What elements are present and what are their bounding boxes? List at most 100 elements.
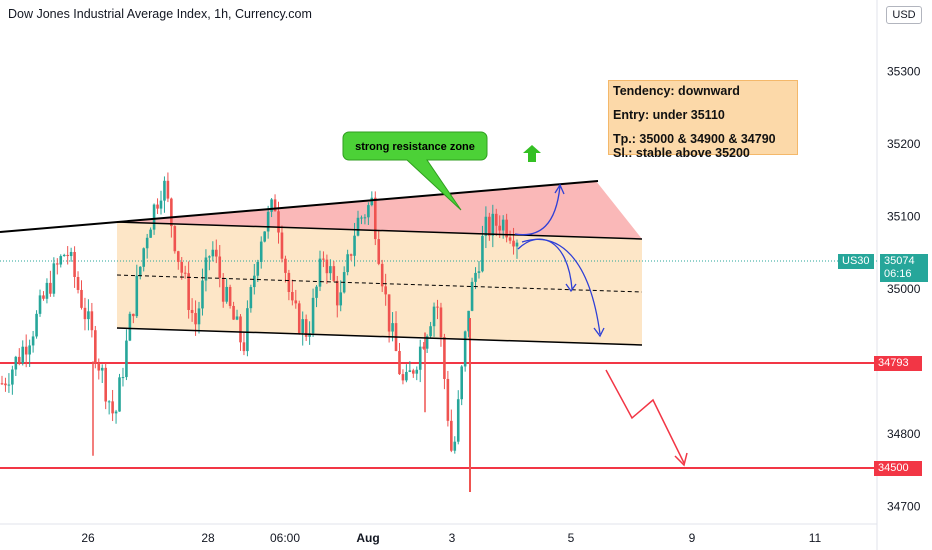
candle-body [7,384,11,386]
candle-body [367,205,370,218]
candle-body [387,294,391,332]
candle-body [429,326,432,337]
candle-body [173,226,177,252]
candle-body [329,266,332,274]
candle-body [515,242,519,247]
candle-body [339,292,343,306]
candle-body [235,316,239,320]
candle-body [111,401,114,414]
candle-body [322,258,325,260]
resistance-zone [117,181,642,239]
candle-body [346,254,349,273]
candle-body [453,441,457,451]
candle-body [87,311,90,320]
candle-body [463,331,467,367]
candle-body [125,340,128,378]
channel-mid-line [116,274,643,293]
candle-body [484,216,488,236]
chart-title: Dow Jones Industrial Average Index, 1h, … [8,7,312,21]
y-tick-label: 35000 [887,282,921,296]
resistance-callout-bubble [342,131,488,211]
candle-body [104,367,107,402]
candle-body [491,213,495,236]
candle-body [318,258,322,287]
resistance-callout-label: strong resistance zone [355,141,475,153]
candle-body [38,295,42,314]
candle-body [477,271,481,273]
candle-body [311,297,315,334]
level-34500-tag: 34500 [874,461,922,476]
x-tick-label: 9 [689,531,696,545]
candle-body [100,367,104,371]
candle-body [187,273,190,310]
candle-body [391,323,394,332]
candle-body [315,286,318,298]
y-tick-label: 35200 [887,137,921,151]
candle-body [194,313,197,325]
candle-body [159,200,163,209]
candle-body [97,363,101,371]
candle-body [291,292,294,301]
bearish-scenario-arrow-1 [517,238,573,290]
candle-body [467,310,470,332]
candle-body [59,256,63,265]
candle-body [35,313,38,337]
candle-body [256,261,260,276]
candle-body [56,263,59,265]
candle-body [228,286,232,306]
candle-body [425,336,429,349]
candle-body [142,248,146,267]
x-tick-label: 3 [449,531,456,545]
candle-body [422,346,425,349]
candle-body [498,225,502,231]
candle-body [270,199,273,212]
candle-body [152,204,156,230]
candle-body [180,261,184,273]
candle-body [17,356,21,364]
candle-body [90,311,94,331]
channel-lower-line [116,327,643,346]
candle-body [0,383,4,385]
candle-body [446,378,450,421]
candle-body [49,282,52,294]
candle-body [183,272,187,274]
trade-info-box: Tendency: downward Entry: under 35110 Tp… [608,80,798,160]
candle-body [208,256,211,258]
candle-body [325,259,329,274]
candle-body [335,280,339,306]
candle-body [31,336,35,346]
tendency-text: Tendency: downward [613,84,740,98]
candle-body [52,263,56,294]
x-tick-label: 06:00 [270,531,300,545]
candle-body [190,309,194,314]
candle-body [138,266,142,276]
candle-body [443,337,446,379]
candle-body [273,199,277,212]
candle-body [297,303,301,333]
candle-body [218,256,222,278]
candle-body [28,345,31,355]
candle-body [360,217,363,219]
up-arrow-icon [523,145,541,162]
candle-body [107,401,111,403]
candle-body [45,282,49,299]
candle-body [176,251,180,262]
candle-body [239,316,242,343]
candle-body [481,235,484,272]
candle-body [225,286,228,302]
candle-body [439,307,443,338]
candle-body [266,211,270,232]
x-tick-label: 5 [568,531,575,545]
candle-body [370,197,374,206]
bearish-target-arrowhead [674,452,688,467]
sl-text: Sl.: stable above 35200 [613,146,750,160]
candle-body [501,219,505,231]
candle-body [66,254,69,257]
candle-body [80,289,83,308]
currency-selector[interactable]: USD [886,6,922,24]
candle-body [470,281,474,311]
candle-body [280,232,284,259]
candle-body [253,275,256,288]
y-tick-label: 35300 [887,65,921,79]
